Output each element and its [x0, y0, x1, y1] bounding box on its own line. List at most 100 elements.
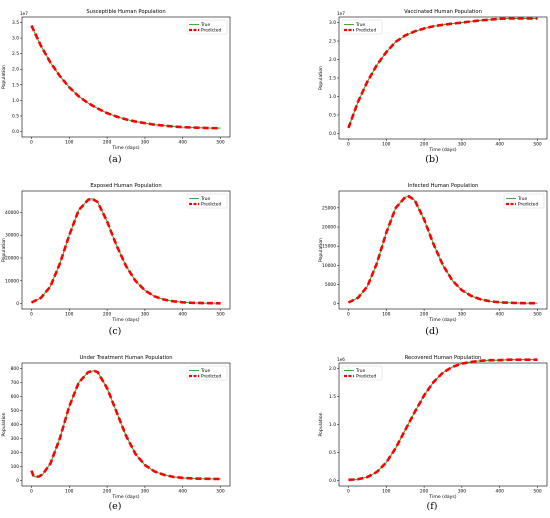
y-tick-label: 2.5 — [329, 39, 336, 45]
x-tick-label: 300 — [458, 142, 467, 148]
y-axis-label: Population — [1, 238, 7, 262]
y-tick-label: 1.0 — [329, 422, 336, 428]
x-tick-label: 100 — [382, 312, 391, 318]
x-tick-label: 300 — [458, 312, 467, 318]
x-axis-label: Time (days) — [111, 145, 139, 151]
x-tick-label: 100 — [65, 140, 74, 146]
x-tick-label: 100 — [65, 312, 74, 318]
series-line-predicted — [30, 197, 221, 305]
y-tick-label: 100 — [11, 464, 20, 470]
x-tick-label: 0 — [347, 312, 350, 318]
chart-title: Susceptible Human Population — [86, 9, 165, 15]
y-tick-label: 600 — [11, 394, 20, 400]
x-tick-label: 200 — [103, 140, 112, 146]
axis-offset-text: 1e6 — [337, 357, 345, 362]
x-axis-label: Time (days) — [428, 317, 456, 323]
series-line-predicted — [347, 17, 538, 129]
y-tick-label: 10000 — [322, 263, 336, 269]
legend-label: Predicted — [201, 202, 221, 208]
y-tick-label: 1.5 — [329, 76, 336, 82]
legend-box — [503, 193, 545, 209]
chart-title: Under Treatment Human Population — [79, 355, 172, 361]
axis-offset-text: 1e7 — [20, 11, 28, 16]
x-tick-label: 300 — [141, 312, 150, 318]
chart-panel-3: Infected Human Population Time (days) Popu… — [318, 183, 548, 323]
chart-title: Exposed Human Population — [90, 183, 161, 189]
y-tick-label: 3.0 — [12, 36, 19, 42]
y-tick-label: 500 — [11, 408, 20, 414]
legend-label: True — [200, 196, 210, 202]
legend-box — [341, 19, 383, 35]
y-tick-label: 400 — [11, 422, 20, 428]
y-axis-label: Population — [318, 66, 324, 90]
x-tick-label: 0 — [30, 140, 33, 146]
y-tick-label: 15000 — [322, 244, 336, 250]
legend-label: Predicted — [201, 28, 221, 34]
y-tick-label: 0 — [16, 478, 19, 484]
legend-label: Predicted — [518, 202, 538, 208]
x-tick-label: 100 — [382, 142, 391, 148]
series-line-true — [348, 359, 538, 481]
y-tick-label: 20000 — [5, 255, 19, 261]
legend-label: True — [355, 22, 365, 28]
x-tick-label: 0 — [30, 489, 33, 495]
y-axis-label: Population — [1, 412, 7, 436]
y-tick-label: 30000 — [5, 233, 19, 239]
caption-f: (f) — [426, 501, 438, 512]
legend-label: True — [355, 368, 365, 374]
y-tick-label: 0.5 — [12, 113, 19, 119]
x-axis-label: Time (days) — [428, 147, 456, 153]
x-tick-label: 200 — [420, 142, 429, 148]
y-tick-label: 0 — [333, 301, 336, 307]
legend-label: True — [200, 22, 210, 28]
x-tick-label: 200 — [103, 489, 112, 495]
y-axis-label: Population — [318, 412, 324, 436]
legend-label: True — [200, 368, 210, 374]
y-tick-label: 1.0 — [329, 94, 336, 100]
caption-c: (c) — [108, 326, 122, 337]
x-tick-label: 300 — [141, 140, 150, 146]
legend-label: Predicted — [201, 374, 221, 380]
x-tick-label: 0 — [347, 142, 350, 148]
x-tick-label: 500 — [216, 140, 225, 146]
plot-frame — [338, 362, 548, 487]
x-tick-label: 200 — [420, 489, 429, 495]
legend-label: Predicted — [356, 374, 376, 380]
caption-e: (e) — [108, 501, 122, 512]
x-tick-label: 400 — [496, 142, 505, 148]
x-tick-label: 100 — [382, 489, 391, 495]
y-tick-label: 1.5 — [12, 82, 19, 88]
y-tick-label: 0.5 — [329, 112, 336, 118]
x-tick-label: 300 — [458, 489, 467, 495]
x-tick-label: 400 — [179, 312, 188, 318]
plot-frame — [21, 16, 231, 138]
chart-title: Vaccinated Human Population — [404, 9, 482, 15]
chart-panel-5: Recovered Human Population Time (days) Pop… — [318, 355, 548, 500]
x-tick-label: 400 — [496, 489, 505, 495]
y-tick-label: 700 — [11, 380, 20, 386]
legend-box — [341, 365, 383, 381]
plot-frame — [338, 16, 548, 140]
x-tick-label: 500 — [533, 489, 542, 495]
x-tick-label: 200 — [103, 312, 112, 318]
chart-panel-0: Susceptible Human Population Time (days) P… — [1, 9, 231, 151]
y-tick-label: 1.5 — [329, 394, 336, 400]
x-axis-label: Time (days) — [111, 317, 139, 323]
y-tick-label: 0.5 — [329, 450, 336, 456]
x-tick-label: 400 — [179, 140, 188, 146]
y-tick-label: 800 — [11, 366, 20, 372]
series-line-predicted — [30, 369, 221, 481]
y-tick-label: 2.0 — [12, 67, 19, 73]
chart-title: Infected Human Population — [408, 183, 478, 189]
plot-frame — [21, 190, 231, 310]
y-tick-label: 1.0 — [12, 98, 19, 104]
y-axis-label: Population — [1, 65, 7, 89]
chart-title: Recovered Human Population — [405, 355, 482, 361]
caption-b: (b) — [425, 154, 439, 165]
x-tick-label: 0 — [347, 489, 350, 495]
x-tick-label: 500 — [216, 312, 225, 318]
y-axis-label: Population — [318, 238, 324, 262]
